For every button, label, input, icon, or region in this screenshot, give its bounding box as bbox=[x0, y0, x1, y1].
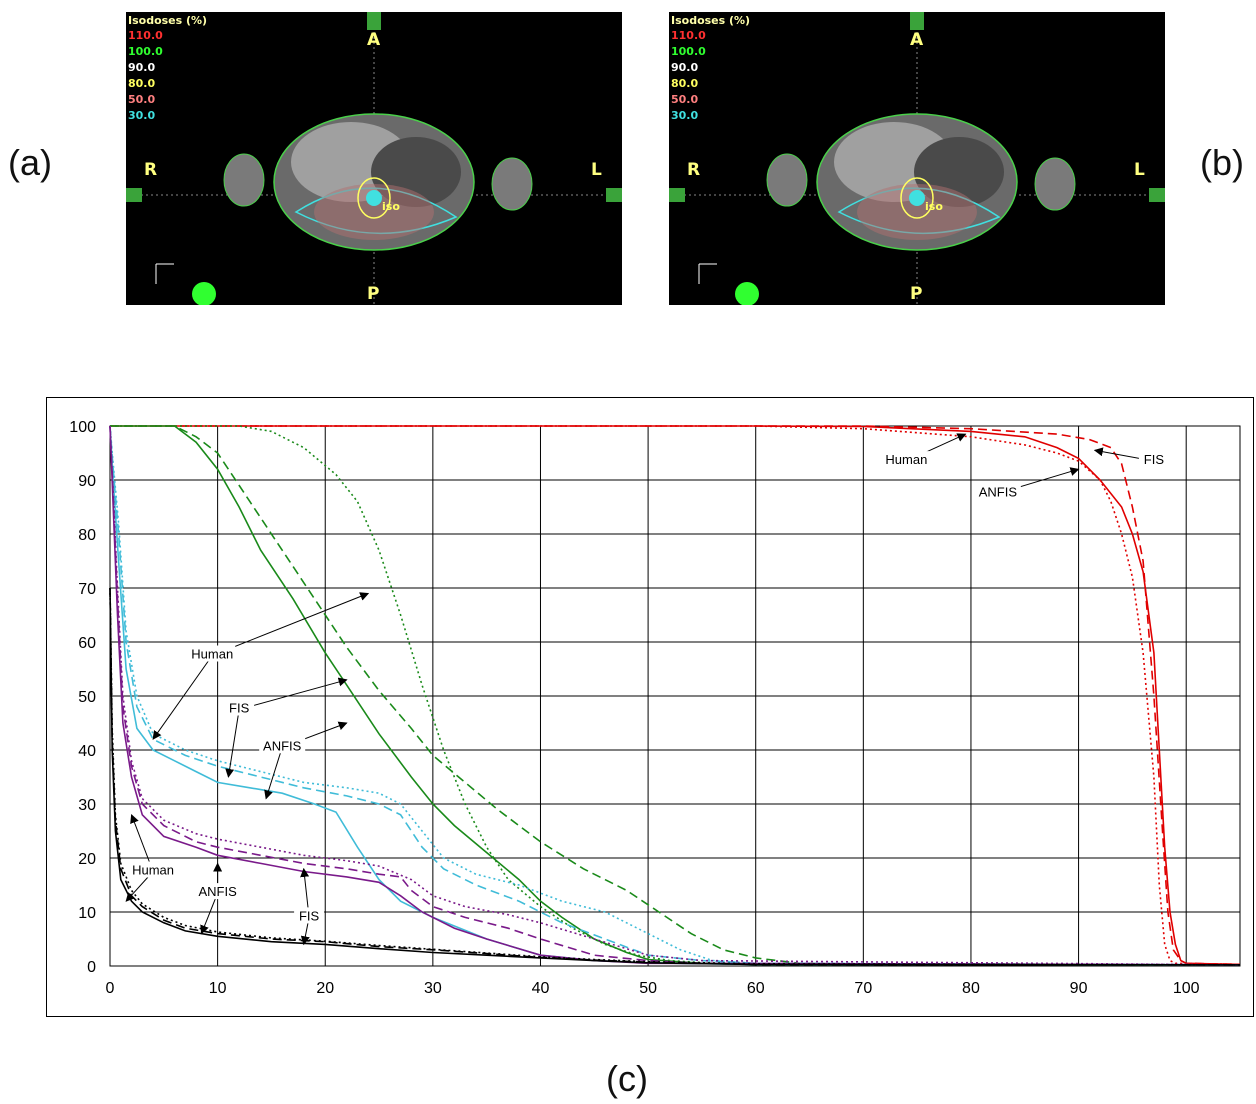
x-tick-label: 10 bbox=[209, 980, 227, 997]
y-tick-label: 80 bbox=[78, 527, 96, 544]
x-tick-label: 60 bbox=[747, 980, 765, 997]
isodose-title: Isodoses (%) bbox=[128, 14, 208, 27]
annotation-label: Human bbox=[885, 452, 927, 467]
direction-posterior: P bbox=[910, 284, 923, 304]
annotation-label-bg bbox=[224, 699, 255, 716]
direction-anterior: A bbox=[910, 30, 924, 50]
panel-label-c: (c) bbox=[606, 1058, 648, 1099]
dvh-series-line bbox=[110, 425, 1241, 966]
isodose-level: 90.0 bbox=[671, 61, 699, 74]
direction-left: L bbox=[591, 160, 602, 180]
y-tick-label: 10 bbox=[78, 905, 96, 922]
direction-right: R bbox=[144, 160, 158, 180]
x-tick-label: 100 bbox=[1173, 980, 1200, 997]
x-tick-label: 20 bbox=[316, 980, 334, 997]
direction-anterior: A bbox=[367, 30, 381, 50]
isodose-level: 110.0 bbox=[128, 29, 163, 42]
annotation-label: FIS bbox=[1144, 452, 1165, 467]
isodose-level: 100.0 bbox=[671, 45, 706, 58]
annotation-label-bg bbox=[883, 451, 930, 468]
annotation-arrow bbox=[225, 709, 240, 778]
y-tick-label: 100 bbox=[69, 419, 96, 436]
annotation-label-bg bbox=[1138, 451, 1169, 468]
dvh-series-line bbox=[110, 425, 1241, 966]
x-tick-label: 90 bbox=[1070, 980, 1088, 997]
dvh-series-line bbox=[109, 425, 1241, 966]
x-tick-label: 40 bbox=[532, 980, 550, 997]
x-tick-label: 80 bbox=[962, 980, 980, 997]
isodose-level: 110.0 bbox=[671, 29, 706, 42]
annotation-label-bg bbox=[974, 483, 1021, 500]
dvh-series-line bbox=[110, 425, 1241, 966]
iso-center-label: iso bbox=[925, 200, 943, 213]
y-tick-label: 70 bbox=[78, 581, 96, 598]
ct-image-b: Isodoses (%) 110.0 100.0 90.0 80.0 50.0 … bbox=[669, 12, 1165, 305]
annotation-arrow bbox=[239, 677, 348, 710]
dvh-series-line bbox=[109, 587, 1241, 966]
isodose-level: 80.0 bbox=[671, 77, 699, 90]
iso-center-label: iso bbox=[382, 200, 400, 213]
dvh-series-line bbox=[109, 425, 1241, 966]
annotation-label: Human bbox=[191, 647, 233, 662]
x-tick-label: 70 bbox=[854, 980, 872, 997]
isodose-level: 80.0 bbox=[128, 77, 156, 90]
annotation-label: ANFIS bbox=[263, 738, 302, 753]
isodose-level: 90.0 bbox=[128, 61, 156, 74]
y-tick-label: 60 bbox=[78, 635, 96, 652]
isodose-level: 30.0 bbox=[128, 109, 156, 122]
dvh-series-line bbox=[109, 425, 1241, 966]
panel-label-a: (a) bbox=[8, 142, 52, 183]
annotation-label-bg bbox=[294, 907, 325, 924]
annotation-arrow bbox=[152, 655, 213, 740]
dvh-series-line bbox=[109, 425, 1241, 966]
annotation-label: Human bbox=[132, 863, 174, 878]
dvh-series-line bbox=[110, 425, 1241, 966]
x-tick-label: 0 bbox=[106, 980, 115, 997]
annotation-label: ANFIS bbox=[198, 884, 237, 899]
ct-scan-drawing bbox=[126, 12, 622, 305]
dvh-series-line bbox=[110, 425, 1241, 966]
annotation-label-bg bbox=[194, 883, 241, 900]
ct-image-a: Isodoses (%) 110.0 100.0 90.0 80.0 50.0 … bbox=[126, 12, 622, 305]
y-tick-label: 30 bbox=[78, 797, 96, 814]
annotation-label-bg bbox=[259, 737, 306, 754]
direction-left: L bbox=[1134, 160, 1145, 180]
isodose-title: Isodoses (%) bbox=[671, 14, 751, 27]
isodose-level: 50.0 bbox=[128, 93, 156, 106]
annotation-label-bg bbox=[189, 645, 236, 662]
annotation-arrow bbox=[212, 592, 370, 656]
dvh-chart: 0 10 20 30 40 50 60 70 80 90 100 0 10 20 30 40 50 60 70 80 9… bbox=[46, 397, 1254, 1017]
direction-posterior: P bbox=[367, 284, 380, 304]
direction-right: R bbox=[687, 160, 701, 180]
annotation-label: FIS bbox=[229, 701, 250, 716]
dvh-series-line bbox=[109, 425, 1241, 966]
dvh-series-line bbox=[110, 425, 1241, 966]
annotation-label-bg bbox=[130, 861, 177, 878]
panel-label-b: (b) bbox=[1200, 142, 1244, 183]
y-tick-label: 50 bbox=[78, 689, 96, 706]
y-tick-label: 90 bbox=[78, 473, 96, 490]
y-tick-label: 0 bbox=[87, 959, 96, 976]
dvh-series-line bbox=[109, 425, 1241, 966]
annotation-arrow bbox=[264, 747, 283, 800]
x-tick-label: 50 bbox=[639, 980, 657, 997]
x-tick-label: 30 bbox=[424, 980, 442, 997]
annotation-label: ANFIS bbox=[979, 485, 1018, 500]
annotation-label: FIS bbox=[299, 908, 320, 923]
isodose-level: 30.0 bbox=[671, 109, 699, 122]
y-tick-label: 20 bbox=[78, 851, 96, 868]
annotation-arrow bbox=[200, 892, 219, 935]
dvh-chart-svg: 0 10 20 30 40 50 60 70 80 90 100 0 10 20 30 40 50 60 70 80 9… bbox=[69, 419, 1241, 997]
ct-scan-drawing bbox=[669, 12, 1165, 305]
y-tick-label: 40 bbox=[78, 743, 96, 760]
isodose-level: 50.0 bbox=[671, 93, 699, 106]
isodose-level: 100.0 bbox=[128, 45, 163, 58]
